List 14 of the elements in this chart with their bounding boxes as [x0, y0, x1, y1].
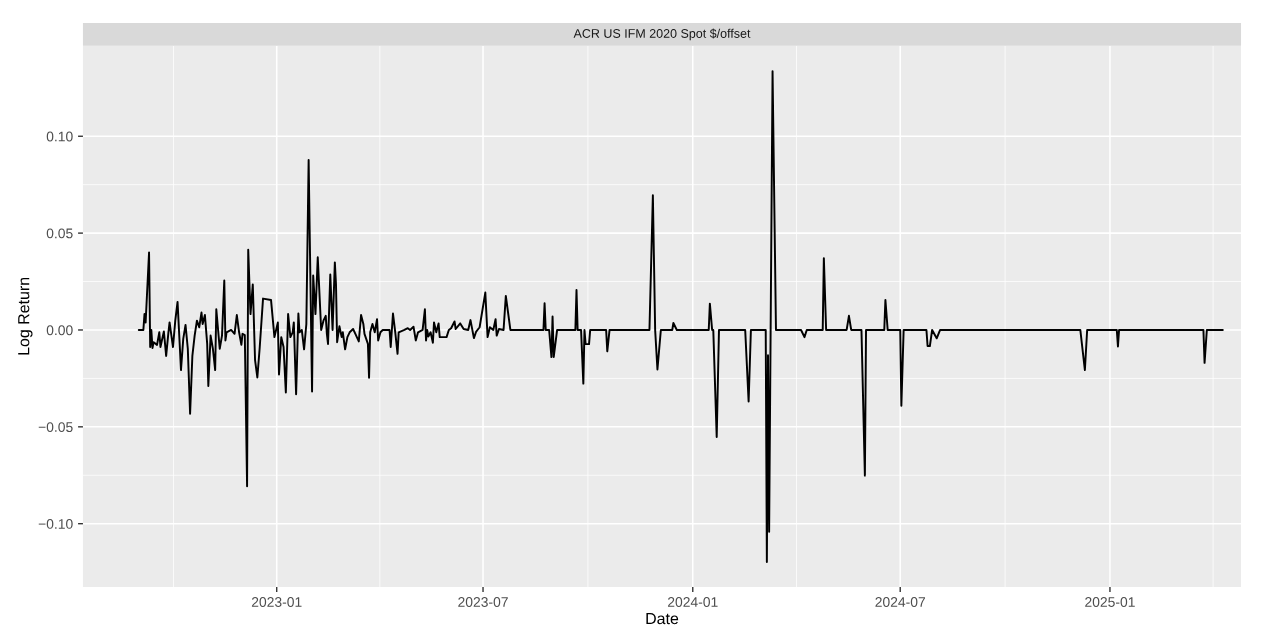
x-tick-label: 2024-07 — [875, 597, 926, 607]
y-tick-label: 0.05 — [46, 228, 73, 239]
y-tick-label: −0.10 — [38, 519, 73, 529]
x-axis-title: Date — [646, 613, 679, 625]
x-tick-label: 2023-01 — [251, 597, 302, 607]
y-tick-label: 0.10 — [46, 131, 73, 142]
x-tick-label: 2025-01 — [1085, 597, 1135, 607]
line-series — [137, 70, 1224, 564]
y-tick-label: 0.00 — [46, 325, 73, 336]
x-tick-label: 2023-07 — [458, 597, 508, 607]
y-axis-title: Log Return — [18, 277, 33, 355]
y-tick-label: −0.05 — [38, 422, 73, 432]
x-tick-label: 2024-01 — [667, 597, 718, 607]
chart-title: ACR US IFM 2020 Spot $/offset — [573, 28, 751, 41]
